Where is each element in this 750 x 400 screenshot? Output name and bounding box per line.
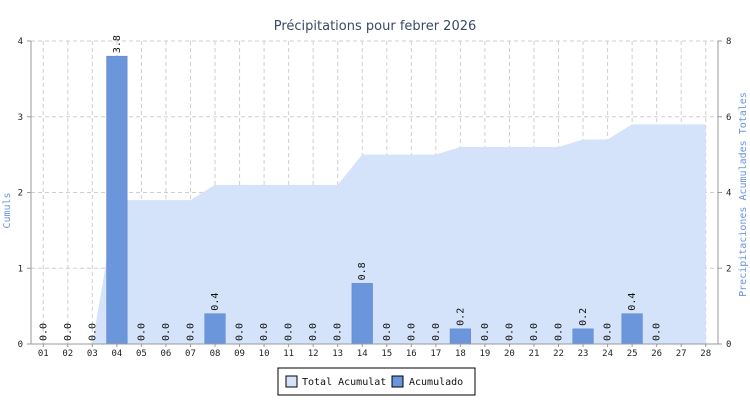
x-tick-label: 14: [357, 349, 368, 359]
y-axis-right-label: Precipitaciones Acumulades Totales: [738, 92, 749, 297]
bar-day-23: [572, 328, 594, 345]
area-total-acumulat: [43, 124, 706, 344]
bar-value-label: 0.2: [455, 308, 466, 326]
y-left-tick-label: 3: [18, 113, 23, 123]
x-tick-label: 04: [111, 349, 122, 359]
x-tick-label: 22: [553, 349, 564, 359]
bar-value-label: 0.0: [603, 323, 614, 341]
x-tick-label: 10: [259, 349, 270, 359]
bar-value-label: 0.4: [627, 293, 638, 311]
x-tick-label: 06: [161, 349, 172, 359]
x-tick-label: 20: [504, 349, 515, 359]
chart-title: Précipitations pour febrer 2026: [274, 19, 477, 34]
bar-value-label: 0.4: [210, 293, 221, 311]
bar-value-label: 0.0: [284, 323, 295, 341]
x-tick-label: 18: [455, 349, 466, 359]
x-tick-label: 11: [283, 349, 294, 359]
x-tick-label: 07: [185, 349, 196, 359]
y-right-tick-label: 0: [726, 340, 731, 350]
x-tick-label: 01: [38, 349, 49, 359]
y-left-tick-label: 4: [18, 37, 23, 47]
y-left-tick-label: 1: [18, 264, 23, 274]
bar-value-label: 0.0: [333, 323, 344, 341]
x-tick-label: 02: [62, 349, 73, 359]
bar-value-label: 0.0: [235, 323, 246, 341]
y-right-tick-label: 6: [726, 113, 731, 123]
bar-value-label: 0.0: [308, 323, 319, 341]
x-tick-label: 03: [87, 349, 98, 359]
daily-bars: [106, 55, 643, 345]
bar-day-18: [449, 328, 471, 345]
y-left-tick-label: 2: [18, 189, 23, 199]
legend-swatch-total-acumulat: [285, 375, 298, 388]
bar-value-label: 0.0: [87, 323, 98, 341]
bar-value-label: 3.8: [112, 35, 123, 53]
x-tick-label: 16: [406, 349, 417, 359]
bar-value-label: 0.0: [185, 323, 196, 341]
bar-value-label: 0.0: [406, 323, 417, 341]
x-tick-label: 15: [381, 349, 392, 359]
bar-value-label: 0.0: [529, 323, 540, 341]
bar-value-label: 0.0: [480, 323, 491, 341]
bar-value-label: 0.0: [504, 323, 515, 341]
x-tick-label: 27: [676, 349, 687, 359]
x-tick-label: 21: [529, 349, 540, 359]
y-axis-left-label: Cumuls: [2, 192, 13, 228]
bar-value-label: 0.0: [259, 323, 270, 341]
y-left-tick-label: 0: [18, 340, 23, 350]
bar-value-label: 0.0: [161, 323, 172, 341]
bar-value-label: 0.2: [578, 308, 589, 326]
legend-label-total-acumulat: Total Acumulat: [302, 377, 386, 388]
bar-value-label: 0.0: [63, 323, 74, 341]
x-tick-label: 13: [332, 349, 343, 359]
bar-value-label: 0.0: [382, 323, 393, 341]
x-tick-label: 17: [430, 349, 441, 359]
x-tick-label: 28: [700, 349, 711, 359]
legend: Total Acumulat Acumulado: [277, 367, 476, 396]
bar-day-25: [621, 313, 643, 345]
x-tick-label: 05: [136, 349, 147, 359]
y-right-tick-label: 2: [726, 264, 731, 274]
legend-label-acumulado: Acumulado: [409, 377, 463, 388]
bar-value-label: 0.8: [357, 262, 368, 280]
x-tick-label: 23: [578, 349, 589, 359]
legend-swatch-acumulado: [391, 375, 404, 388]
x-tick-label: 24: [602, 349, 613, 359]
x-tick-label: 26: [651, 349, 662, 359]
bar-value-label: 0.0: [431, 323, 442, 341]
legend-box: [277, 367, 476, 396]
bar-value-label: 0.0: [554, 323, 565, 341]
x-tick-label: 08: [210, 349, 221, 359]
bar-day-08: [204, 313, 226, 345]
y-right-tick-label: 4: [726, 189, 731, 199]
x-tick-label: 12: [308, 349, 319, 359]
x-tick-label: 25: [627, 349, 638, 359]
bar-day-04: [106, 55, 128, 345]
cumulative-area: [43, 124, 706, 344]
bar-value-label: 0.0: [652, 323, 663, 341]
bar-value-label: 0.0: [136, 323, 147, 341]
bar-value-label: 0.0: [38, 323, 49, 341]
bar-day-14: [351, 283, 373, 345]
y-right-tick-label: 8: [726, 37, 731, 47]
x-tick-label: 19: [479, 349, 490, 359]
x-tick-label: 09: [234, 349, 245, 359]
bar-value-labels: 0.0 0.0 0.0 3.8 0.0 0.0 0.0 0.4 0.0 0.0 0.0 0.0 0.0 0…: [38, 35, 662, 341]
